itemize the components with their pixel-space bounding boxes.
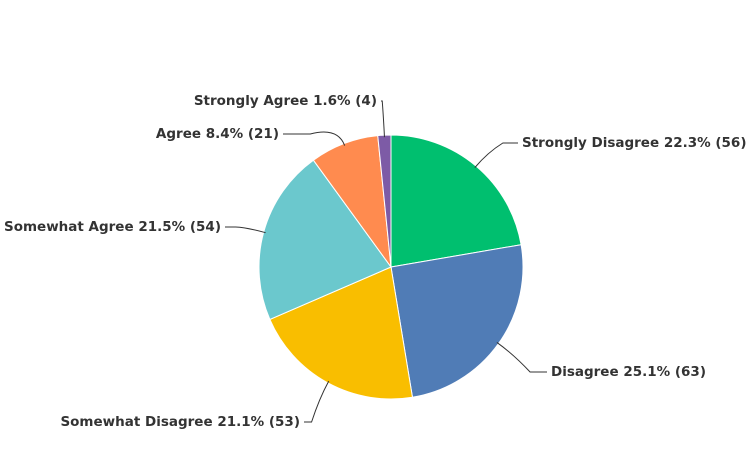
category-label: Strongly Disagree <box>522 135 659 151</box>
data-label: Somewhat Agree 21.5% (54) <box>4 219 221 235</box>
data-label: Strongly Disagree 22.3% (56) <box>522 135 747 151</box>
category-label: Somewhat Disagree <box>60 414 212 430</box>
leader-line <box>225 226 266 234</box>
category-label: Strongly Agree <box>194 93 309 109</box>
category-label: Somewhat Agree <box>4 219 134 235</box>
leader-line <box>283 131 346 146</box>
leader-line <box>496 342 547 373</box>
leader-line <box>474 142 518 168</box>
value-label: 21.1% (53) <box>217 414 300 430</box>
data-label: Strongly Agree 1.6% (4) <box>194 93 377 109</box>
leader-line <box>381 100 385 138</box>
category-label: Disagree <box>551 364 619 380</box>
value-label: 25.1% (63) <box>623 364 706 380</box>
data-label: Somewhat Disagree 21.1% (53) <box>60 414 300 430</box>
value-label: 21.5% (54) <box>138 219 221 235</box>
value-label: 8.4% (21) <box>206 126 279 142</box>
value-label: 1.6% (4) <box>313 93 377 109</box>
category-label: Agree <box>156 126 201 142</box>
data-label: Disagree 25.1% (63) <box>551 364 706 380</box>
leader-line <box>304 380 330 423</box>
pie-slice <box>390 244 524 398</box>
pie-slice <box>390 134 522 268</box>
data-label: Agree 8.4% (21) <box>156 126 279 142</box>
value-label: 22.3% (56) <box>664 135 747 151</box>
